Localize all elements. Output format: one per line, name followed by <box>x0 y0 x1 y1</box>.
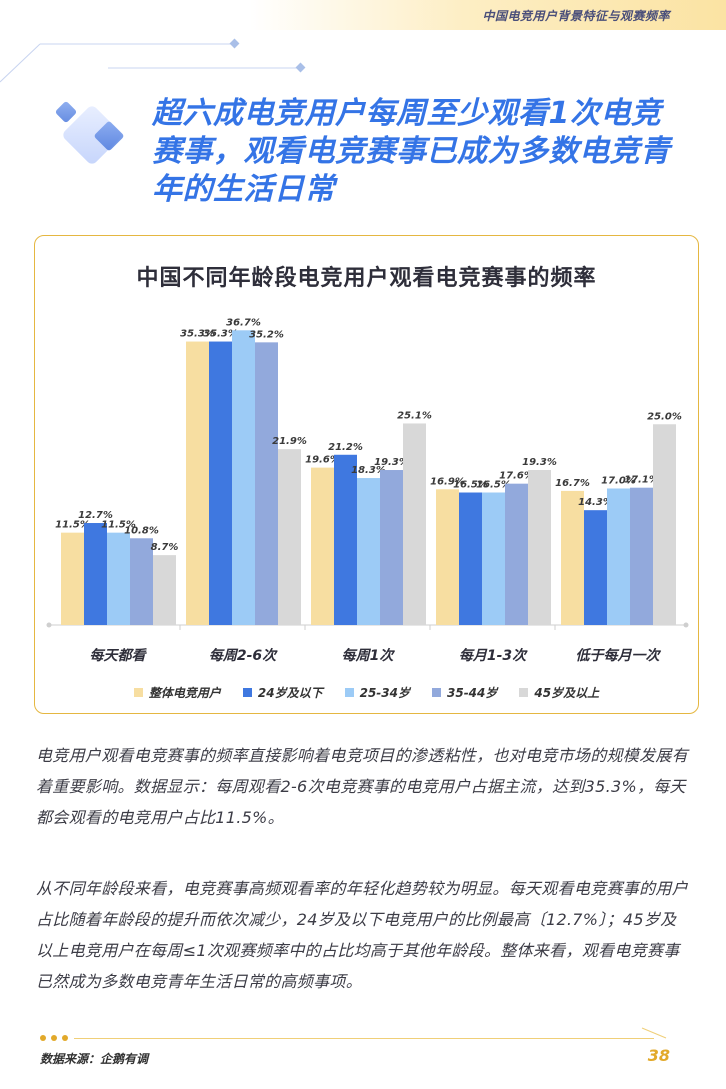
data-source: 数据来源：企鹅有调 <box>40 1052 149 1066</box>
bar-value-label: 19.3% <box>522 457 557 468</box>
footer-arrow-icon <box>641 1027 667 1039</box>
bar <box>380 470 403 625</box>
legend-label: 35-44岁 <box>447 686 498 700</box>
bar <box>255 342 278 625</box>
header-title: 中国电竞用户背景特征与观赛频率 <box>482 9 670 23</box>
bar-value-label: 17.1% <box>624 475 659 486</box>
bar <box>357 478 380 625</box>
bar <box>153 555 176 625</box>
legend-item: 24岁及以下 <box>242 684 323 701</box>
x-category-label: 每月1-3次 <box>459 647 528 664</box>
bar <box>630 487 653 625</box>
bar-value-label: 17.6% <box>499 471 534 482</box>
bar-value-label: 35.2% <box>249 329 284 340</box>
page-title: 超六成电竞用户每周至少观看1次电竞赛事，观看电竞赛事已成为多数电竞青年的生活日常 <box>152 96 671 207</box>
legend-item: 25-34岁 <box>344 684 410 701</box>
legend-label: 整体电竞用户 <box>148 686 221 700</box>
bar <box>584 510 607 625</box>
bar-value-label: 19.3% <box>374 457 409 468</box>
bar <box>232 330 255 625</box>
bar <box>607 488 630 625</box>
legend-label: 24岁及以下 <box>257 686 323 700</box>
x-category-label: 低于每月一次 <box>576 647 662 664</box>
bar <box>61 532 84 625</box>
legend-item: 45岁及以上 <box>519 684 599 701</box>
bar-value-label: 11.5% <box>101 520 136 531</box>
bar-value-label: 21.2% <box>328 442 363 453</box>
x-category-label: 每周1次 <box>342 647 396 664</box>
bar <box>459 492 482 625</box>
chart-container: 中国不同年龄段电竞用户观看电竞赛事的频率 11.5% 12.7% 11.5% 10.8… <box>34 235 699 714</box>
bar-value-label: 19.6% <box>305 455 340 466</box>
bar-value-label: 11.5% <box>55 520 90 531</box>
legend-item: 整体电竞用户 <box>133 684 221 701</box>
bar <box>334 454 357 625</box>
x-category-label: 每周2-6次 <box>209 647 278 664</box>
header-band <box>250 0 726 30</box>
legend-label: 45岁及以上 <box>534 686 600 700</box>
bar-value-label: 14.3% <box>578 497 613 508</box>
page-number: 38 <box>647 1046 670 1065</box>
bar-value-label: 16.7% <box>555 478 590 489</box>
decorative-lines <box>0 38 306 83</box>
bar <box>278 449 301 625</box>
chart-legend: 整体电竞用户 24岁及以下 25-34岁 35-44岁 45岁及以上 <box>35 684 698 701</box>
bar-value-label: 25.1% <box>397 410 432 421</box>
chart-title: 中国不同年龄段电竞用户观看电竞赛事的频率 <box>136 266 597 291</box>
bar <box>84 523 107 625</box>
paragraph-1: 电竞用户观看电竞赛事的频率直接影响着电竞项目的渗透粘性，也对电竞市场的规模发展有… <box>36 746 689 827</box>
bar-value-label: 12.7% <box>78 510 113 521</box>
bar-chart: 11.5%12.7%11.5%10.8%8.7%每天都看35.3%35.3%36… <box>46 317 689 664</box>
bar <box>561 490 584 625</box>
legend-item: 35-44岁 <box>432 684 497 701</box>
paragraph-2: 从不同年龄段来看，电竞赛事高频观看率的年轻化趋势较为明显。每天观看电竞赛事的用户… <box>36 879 689 991</box>
axis-end-dot <box>683 622 689 628</box>
bar-value-label: 16.5% <box>453 480 488 491</box>
bar-value-label: 16.9% <box>430 476 465 487</box>
bar <box>311 467 334 625</box>
bar <box>436 489 459 625</box>
axis-end-dot <box>46 622 52 628</box>
bar <box>403 423 426 625</box>
bar <box>653 424 676 625</box>
legend-swatch <box>133 688 143 697</box>
title-diamond-icon <box>55 101 124 164</box>
bar-value-label: 8.7% <box>151 542 179 553</box>
bar <box>186 341 209 625</box>
bar-value-label: 18.3% <box>351 465 386 476</box>
legend-swatch <box>519 688 529 697</box>
bar <box>528 470 551 625</box>
legend-label: 25-34岁 <box>359 686 410 700</box>
legend-swatch <box>242 688 252 697</box>
x-category-label: 每天都看 <box>90 647 148 664</box>
footer-dots <box>40 1035 68 1041</box>
bar <box>130 538 153 625</box>
bar-value-label: 17.0% <box>601 475 636 486</box>
bar-value-label: 10.8% <box>124 525 159 536</box>
bar-value-label: 36.7% <box>226 317 261 328</box>
bar <box>107 532 130 625</box>
bar-value-label: 25.0% <box>647 411 682 422</box>
bar-value-label: 16.5% <box>476 480 511 491</box>
footer-divider <box>74 1038 654 1039</box>
bar <box>505 483 528 625</box>
bar-value-label: 21.9% <box>272 436 307 447</box>
bar <box>209 341 232 625</box>
legend-swatch <box>344 688 354 697</box>
legend-swatch <box>432 688 441 697</box>
bar <box>482 492 505 625</box>
bar-value-label: 35.3% <box>180 329 215 340</box>
bar-value-label: 35.3% <box>203 329 238 340</box>
